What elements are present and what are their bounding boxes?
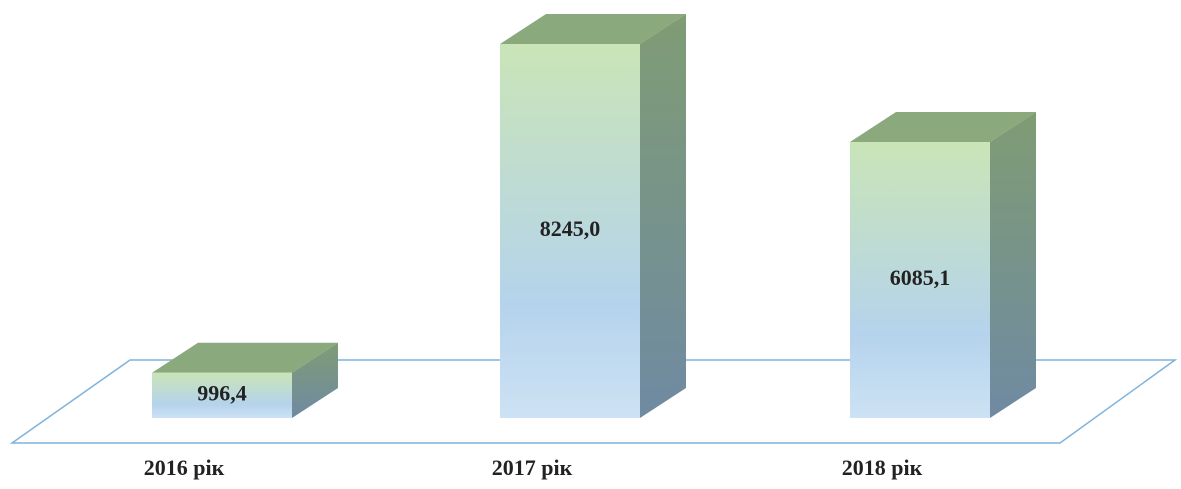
x-tick-label: 2018 рік xyxy=(842,455,923,480)
bar-top xyxy=(850,111,1036,142)
x-tick-label: 2016 рік xyxy=(144,455,225,480)
value-label: 6085,1 xyxy=(890,265,951,290)
bar-side xyxy=(292,342,338,418)
floor xyxy=(9,359,1178,444)
bar xyxy=(152,372,292,418)
value-label: 996,4 xyxy=(197,380,247,405)
bar-side xyxy=(990,111,1036,418)
bar-side xyxy=(640,14,686,418)
bar xyxy=(850,141,990,418)
x-tick-label: 2017 рік xyxy=(492,455,573,480)
bar-top xyxy=(152,342,338,373)
bar-top xyxy=(500,14,686,44)
value-label: 8245,0 xyxy=(540,216,601,241)
bar xyxy=(500,44,640,418)
